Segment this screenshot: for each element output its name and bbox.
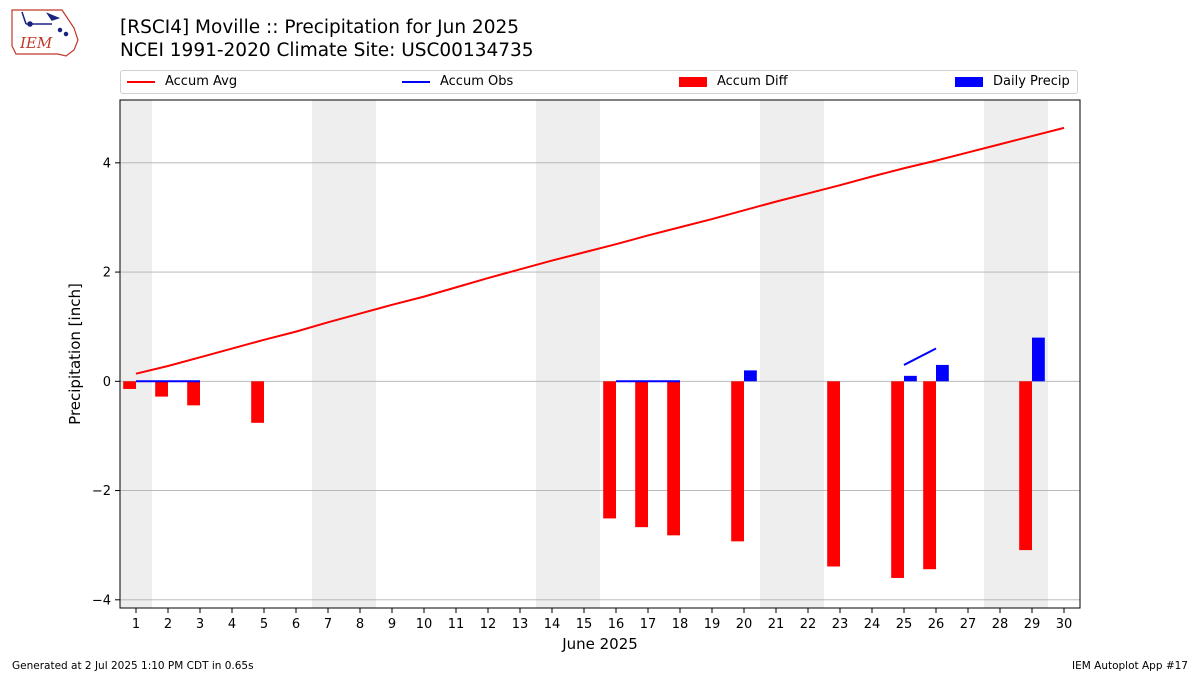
x-tick-label: 26 [928,617,945,632]
legend-swatch-accum-obs [402,80,430,83]
daily-precip-bar [936,364,949,382]
x-tick-label: 19 [704,617,721,632]
weather-station-icon [21,11,69,37]
legend-label-daily-precip: Daily Precip [993,74,1070,89]
y-axis-label: Precipitation [inch] [66,283,84,425]
iem-logo: IEM [11,9,79,57]
chart-title: [RSCI4] Moville :: Precipitation for Jun… [120,17,520,38]
x-tick-label: 25 [896,617,913,632]
logo-text: IEM [19,34,53,52]
weekend-band [984,100,1016,608]
x-tick-label: 9 [388,617,396,632]
plot-frame [119,99,1081,609]
x-tick-label: 1 [132,617,140,632]
gridlines [120,162,1080,601]
y-tick-label: −2 [92,484,111,499]
accum-diff-bar [1019,381,1032,551]
x-tick-label: 20 [736,617,753,632]
x-tick-label: 28 [992,617,1009,632]
app-credit: IEM Autoplot App #17 [1072,660,1188,672]
daily-precip-bar [904,375,917,382]
bars [123,337,1045,578]
y-tick-label: 0 [103,375,111,390]
legend-item-daily-precip: Daily Precip [955,74,1070,89]
accum-diff-bar [187,381,200,406]
x-tick-label: 16 [608,617,625,632]
x-tick-label: 21 [768,617,785,632]
series-lines [135,126,1065,383]
legend-item-accum-obs: Accum Obs [402,74,513,89]
x-tick-label: 7 [324,617,332,632]
x-tick-label: 13 [512,617,529,632]
legend-label-accum-diff: Accum Diff [717,74,788,89]
accum-diff-bar [667,381,680,536]
x-tick-label: 30 [1056,617,1073,632]
legend: Accum Avg Accum Obs Accum Diff Daily Pre… [120,70,1078,94]
x-tick-label: 15 [576,617,593,632]
weekend-band [792,100,824,608]
daily-precip-bar [744,370,757,382]
accum-obs-line [903,347,937,366]
x-tick-label: 11 [448,617,465,632]
y-tick-label: 2 [103,266,111,281]
x-tick-label: 5 [260,617,268,632]
x-tick-label: 12 [480,617,497,632]
weekend-band [312,100,344,608]
accum-diff-bar [731,381,744,542]
legend-label-accum-obs: Accum Obs [440,74,514,89]
x-tick-label: 27 [960,617,977,632]
weekend-band [760,100,792,608]
iowa-outline-icon [11,9,79,57]
x-tick-label: 6 [292,617,300,632]
weekend-band [120,100,152,608]
accum-avg-line [135,126,1065,375]
weekend-band [568,100,600,608]
x-tick-label: 14 [544,617,561,632]
x-tick-label: 8 [356,617,364,632]
accum-diff-bar [827,381,840,567]
x-axis-label: June 2025 [561,635,638,653]
x-tick-label: 2 [164,617,172,632]
weekend-band [536,100,568,608]
legend-swatch-accum-diff [679,76,707,87]
x-tick-label: 24 [864,617,881,632]
x-tick-label: 17 [640,617,657,632]
daily-precip-bar [1032,337,1045,382]
weekend-band [344,100,376,608]
chart-subtitle: NCEI 1991-2020 Climate Site: USC00134735 [120,40,534,61]
x-tick-label: 29 [1024,617,1041,632]
legend-label-accum-avg: Accum Avg [165,74,238,89]
x-tick-label: 4 [228,617,236,632]
accum-diff-bar [155,381,168,397]
legend-swatch-accum-avg [127,80,155,83]
legend-item-accum-avg: Accum Avg [127,74,237,89]
x-tick-label: 22 [800,617,817,632]
x-tick-label: 23 [832,617,849,632]
x-tick-label: 10 [416,617,433,632]
weekend-shading [120,100,1048,608]
accum-diff-bar [891,381,904,578]
y-tick-label: 4 [103,156,111,171]
accum-diff-bar [123,381,136,389]
accum-diff-bar [923,381,936,570]
accum-diff-bar [635,381,648,528]
accum-diff-bar [603,381,616,519]
x-tick-label: 18 [672,617,689,632]
x-tick-label: 3 [196,617,204,632]
generated-timestamp: Generated at 2 Jul 2025 1:10 PM CDT in 0… [12,660,254,672]
legend-item-accum-diff: Accum Diff [679,74,788,89]
accum-diff-bar [251,381,264,423]
y-tick-label: −4 [92,593,111,608]
legend-swatch-daily-precip [955,76,983,87]
